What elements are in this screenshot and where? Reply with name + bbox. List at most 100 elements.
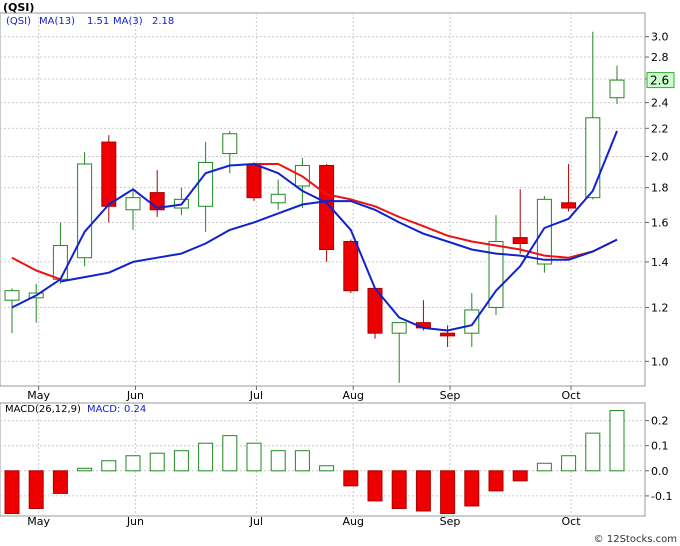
legend-ma3-value: 2.18 (152, 16, 174, 27)
macd-bars (4, 410, 625, 514)
price-x-tick-label: Jul (249, 389, 263, 402)
candle-body (198, 161, 214, 207)
macd-value: 0.24 (124, 404, 146, 415)
candle-body (222, 133, 238, 155)
candle (77, 152, 93, 267)
macd-bar (125, 455, 141, 472)
candle-body (52, 244, 68, 280)
price-x-tick-label: Aug (342, 389, 363, 402)
macd-x-tick-label: Aug (342, 515, 363, 528)
candle-body (536, 198, 552, 265)
price-y-tick-label: 1.2 (651, 301, 669, 314)
candle-body (561, 202, 577, 209)
candle-body (246, 163, 262, 199)
macd-bar (270, 450, 286, 472)
macd-bar (609, 410, 625, 472)
price-y-tick-label: 3.0 (651, 31, 669, 44)
candle (488, 215, 504, 315)
candle (561, 163, 577, 212)
macd-x-axis: May Jun Jul Aug Sep Oct (27, 515, 581, 528)
price-x-tick-label: May (27, 389, 50, 402)
candle (343, 239, 359, 294)
candle-body (391, 322, 407, 334)
last-price-label: 2.6 (650, 74, 669, 88)
macd-bar (52, 470, 68, 494)
price-y-tick-label: 1.0 (651, 355, 669, 368)
candle-body (343, 241, 359, 292)
candle (4, 288, 20, 334)
candle-body (4, 290, 20, 301)
price-y-tick-label: 1.6 (651, 216, 669, 229)
candle-body (440, 332, 456, 337)
macd-bar (415, 470, 431, 512)
macd-y-tick-label: -0.1 (651, 490, 672, 503)
macd-bar (77, 467, 93, 472)
legend-ma13-value: 1.51 (87, 16, 109, 27)
price-x-tick-label: Sep (440, 389, 461, 402)
legend-ma13-label: MA(13) (39, 16, 75, 27)
price-x-axis: May Jun Jul Aug Sep Oct (27, 386, 581, 402)
macd-y-axis: -0.1 0.0 0.1 0.2 (645, 415, 672, 503)
candle-body (464, 309, 480, 334)
candle (198, 142, 214, 232)
price-y-tick-label: 2.8 (651, 51, 669, 64)
macd-bar (585, 432, 601, 472)
price-x-tick-label: Jun (126, 389, 144, 402)
candle (391, 322, 407, 383)
candle (440, 325, 456, 347)
candle (585, 31, 601, 200)
macd-bar (512, 470, 528, 482)
price-legend: (QSI) (QSI) MA(13) 1.51 MA(3) 2.18 (3, 1, 174, 27)
price-candles (4, 31, 625, 383)
macd-bar (28, 470, 44, 509)
macd-y-tick-label: 0.0 (651, 465, 669, 478)
macd-bar (319, 465, 335, 472)
macd-bar (391, 470, 407, 509)
price-ma-lines (11, 130, 618, 332)
legend-ticker-label: (QSI) (6, 16, 31, 27)
macd-bar (198, 442, 214, 472)
ma-line (11, 130, 618, 332)
macd-bar (101, 460, 117, 472)
macd-legend: MACD(26,12,9) MACD: 0.24 (5, 404, 146, 415)
macd-bar (464, 470, 480, 507)
candle-body (609, 79, 625, 99)
candle (246, 162, 262, 202)
price-x-axis-band (0, 386, 645, 403)
legend-ma3-label: MA(3) (113, 16, 143, 27)
candle (367, 287, 383, 339)
price-y-tick-label: 2.4 (651, 97, 669, 110)
macd-x-tick-label: Oct (562, 515, 582, 528)
macd-bar (246, 442, 262, 472)
macd-bar (440, 470, 456, 514)
ma-line (60, 200, 618, 283)
macd-bar (536, 462, 552, 472)
macd-x-tick-label: Jul (249, 515, 263, 528)
price-x-tick-label: Oct (562, 389, 582, 402)
price-y-tick-label: 2.0 (651, 150, 669, 163)
macd-bar (4, 470, 20, 514)
ma-line (11, 163, 618, 281)
macd-y-tick-label: 0.2 (651, 415, 669, 428)
candle (609, 65, 625, 104)
candle-body (319, 164, 335, 251)
macd-bar (173, 450, 189, 472)
macd-bar (488, 470, 504, 492)
candle (125, 190, 141, 230)
macd-x-tick-label: May (27, 515, 50, 528)
macd-bar (561, 455, 577, 472)
watermark: © 12Stocks.com (594, 534, 677, 545)
candle (319, 163, 335, 262)
macd-plot-frame (0, 402, 646, 517)
macd-bar (149, 452, 165, 472)
candle (512, 189, 528, 254)
last-price-tag: 2.6 (646, 72, 675, 89)
macd-value-label: MACD: (87, 404, 120, 415)
macd-panel: -0.1 0.0 0.1 0.2 May Jun Jul Aug Sep Oct MACD(26… (0, 402, 672, 528)
candle-body (270, 193, 286, 204)
candle-body (488, 241, 504, 308)
candle-body (101, 141, 117, 207)
ticker-label: (QSI) (3, 1, 34, 14)
candle-body (77, 163, 93, 259)
